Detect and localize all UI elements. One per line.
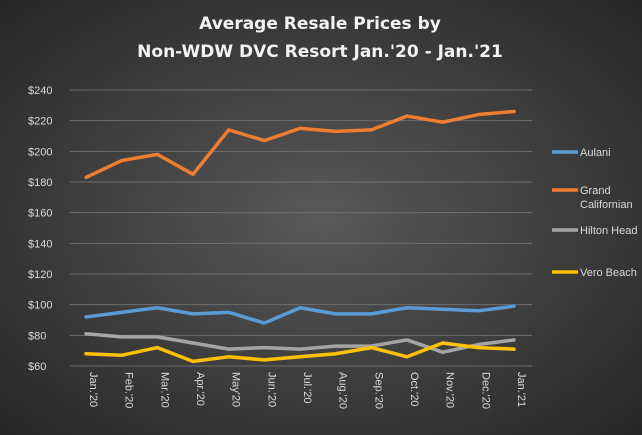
x-tick-label: Dec.'20 [479,372,491,409]
x-tick-label: Apr.'20 [194,372,206,406]
y-tick-label: $160 [28,208,52,220]
x-tick-label: Mar.'20 [158,372,170,408]
x-tick-label: Jul.'20 [301,372,313,403]
y-tick-label: $60 [28,361,46,373]
x-tick-label: Aug.'20 [337,372,349,409]
chart-title-line-2: Non-WDW DVC Resort Jan.'20 - Jan.'21 [137,42,503,62]
legend-label: Hilton Head [580,225,637,237]
x-tick-label: May'20 [230,372,242,407]
legend-label: Grand [580,185,611,197]
legend-label: Vero Beach [580,267,637,279]
y-tick-label: $100 [28,300,52,312]
y-tick-label: $120 [28,269,52,281]
x-tick-label: Jan.'20 [87,372,99,407]
x-tick-label: Jan.'21 [515,372,527,407]
y-tick-label: $220 [28,116,52,128]
y-tick-label: $200 [28,146,52,158]
x-tick-label: Feb.'20 [123,372,135,408]
x-tick-label: Sep.'20 [372,372,384,409]
x-tick-label: Oct.'20 [408,372,420,407]
y-tick-label: $80 [28,330,46,342]
legend-label: Aulani [580,147,611,159]
x-tick-label: Nov.'20 [444,372,456,408]
chart-title-line-1: Average Resale Prices by [199,14,441,34]
y-tick-label: $180 [28,177,52,189]
x-tick-label: Jun.'20 [265,372,277,407]
legend-label: Californian [580,199,633,211]
y-tick-label: $240 [28,85,52,97]
y-tick-label: $140 [28,238,52,250]
